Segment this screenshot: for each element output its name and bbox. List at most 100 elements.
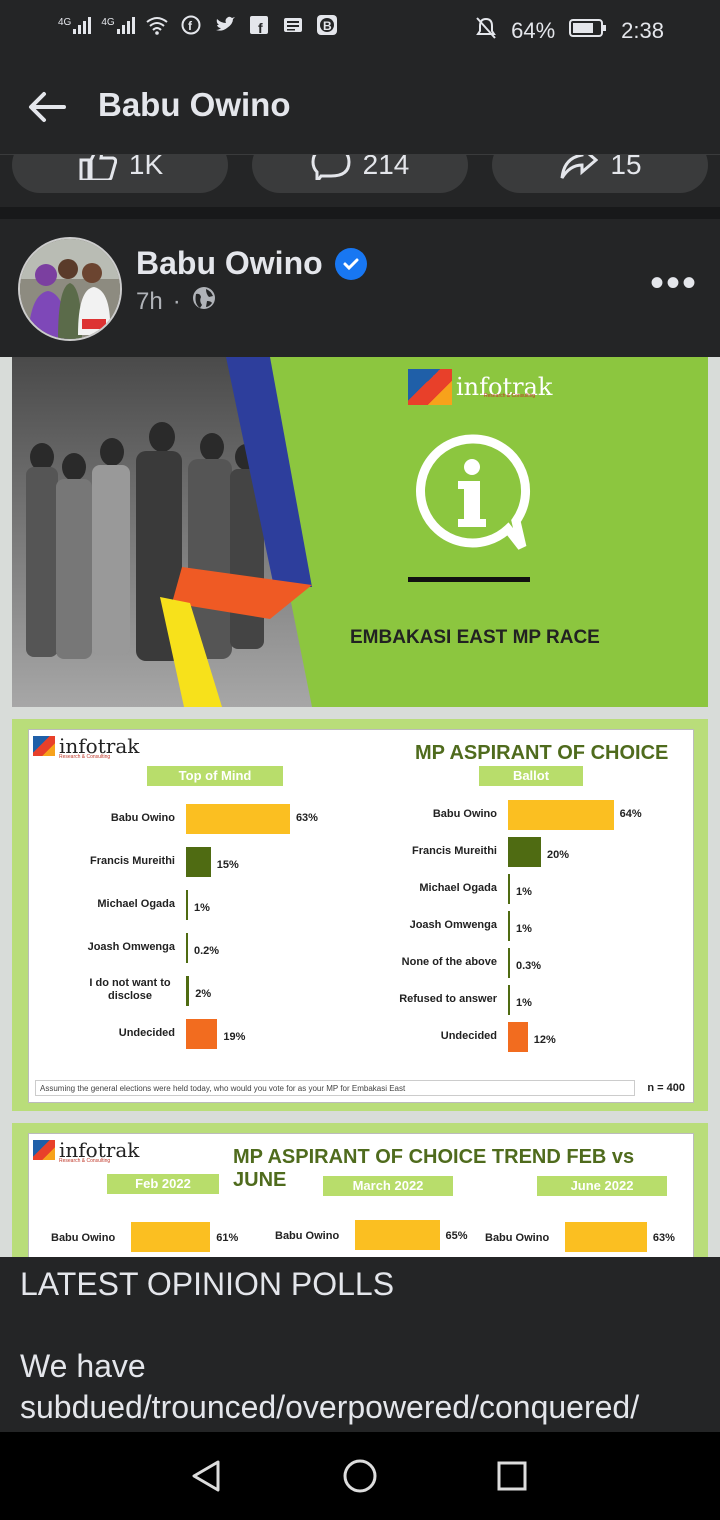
bar [186,847,211,877]
network-type-label: 4G [58,16,72,28]
more-options-icon[interactable]: ••• [649,261,698,305]
back-arrow-icon[interactable] [24,84,70,130]
cover-graphic [12,357,312,707]
bar-label: I do not want to disclose [89,977,171,1002]
trend-row-label: Babu Owino [485,1232,550,1244]
infotrak-logo: infotrak [408,369,552,405]
svg-text:f: f [258,20,263,35]
battery-percent: 64% [511,18,556,43]
comment-button[interactable]: 214 [252,155,468,193]
bar-value: 2% [195,988,212,1000]
logo-subtext: Research & Consulting [59,1158,111,1164]
poll-card: infotrak Research & Consulting MP ASPIRA… [28,729,694,1103]
bar [186,804,290,834]
bar [186,976,190,1006]
infotrak-logo: infotrak [33,1138,139,1162]
feed-divider [0,207,720,219]
battery-icon [569,18,607,44]
trend-bar-value: 63% [652,1232,675,1244]
infotrak-logo-mark [33,1140,55,1160]
bar-value: 0.3% [516,960,542,972]
bar-value: 12% [533,1034,556,1046]
bar-value: 64% [619,808,642,820]
share-button[interactable]: 15 [492,155,708,193]
trend-header-feb: Feb 2022 [107,1174,219,1194]
caption-line-1: LATEST OPINION POLLS [20,1266,395,1302]
logo-subtext: Research & Consulting [484,393,536,399]
bar-value: 15% [216,859,239,871]
nav-home-icon[interactable] [342,1458,378,1499]
facebook-icon: f [179,14,203,36]
reaction-bar: 1K 214 15 [0,155,720,215]
trend-bar [131,1222,211,1252]
b-app-icon: B [315,14,339,36]
page-title: Babu Owino [98,86,291,123]
svg-text:B: B [323,19,332,33]
bar-label: Babu Owino [432,808,497,820]
bar [508,800,614,830]
status-bar: 4G 4G f f B 64% 2:38 [0,0,720,62]
info-icon [412,433,532,558]
svg-text:f: f [188,19,193,33]
top-of-mind-header: Top of Mind [147,766,283,786]
bar-value: 1% [194,902,210,914]
infotrak-logo-mark [33,736,55,756]
slide-cover: infotrak Research & Consulting EMBAKASI … [12,357,708,707]
bar-label: Joash Omwenga [87,941,175,953]
like-button[interactable]: 1K [12,155,228,193]
meta-separator: · [172,287,181,315]
bar-value: 1% [516,923,532,935]
facebook-square-icon: f [247,14,271,36]
bar [508,1022,528,1052]
author-name[interactable]: Babu Owino [136,245,323,281]
author-avatar[interactable] [18,237,122,341]
bar-label: Joash Omwenga [409,919,497,931]
share-icon [558,155,599,187]
bar [508,985,510,1015]
chart-title: MP ASPIRANT OF CHOICE [415,742,669,764]
nav-recents-icon[interactable] [496,1460,528,1497]
infotrak-logo: infotrak [33,734,139,758]
nav-back-icon[interactable] [188,1458,224,1499]
bar-label: Refused to answer [399,993,497,1005]
ballot-header: Ballot [479,766,583,786]
trend-row-label: Babu Owino [275,1230,340,1242]
trend-row-label: Babu Owino [51,1232,116,1244]
logo-text: infotrak [456,373,553,401]
trend-title: MP ASPIRANT OF CHOICE TREND FEB vs JUNE [233,1146,635,1191]
title-divider [408,577,530,582]
bar [508,874,510,904]
post-author[interactable]: Babu Owino [136,245,367,282]
verified-badge-icon [334,247,367,280]
bar-label: Babu Owino [110,812,175,824]
status-right: 64% 2:38 [475,16,664,46]
bar-value: 20% [547,849,570,861]
network-type-label-2: 4G [101,16,115,28]
comment-count: 214 [362,155,410,180]
share-count: 15 [610,155,642,180]
post-image[interactable]: infotrak Research & Consulting EMBAKASI … [0,357,720,1257]
sample-size: n = 400 [647,1082,685,1094]
post-caption[interactable]: LATEST OPINION POLLS We have subdued/tro… [0,1257,720,1432]
bar-value: 1% [516,886,532,898]
bar [508,911,510,941]
app-bar: Babu Owino [0,62,720,155]
status-left: 4G 4G f f B [58,14,339,36]
bar-value: 63% [295,812,318,824]
bar-label: Michael Ogada [97,898,175,910]
wifi-icon [145,14,169,36]
bar-label: Francis Mureithi [412,845,497,857]
infotrak-logo-mark [408,369,452,405]
bar-label: None of the above [401,956,497,968]
bar [186,1019,218,1049]
slide-heading: EMBAKASI EAST MP RACE [350,627,600,648]
bar-value: 0.2% [194,945,220,957]
bar [508,948,510,978]
post-time[interactable]: 7h [136,287,163,315]
trend-bar-value: 61% [216,1232,239,1244]
signal-icon-2: 4G [101,16,135,34]
system-nav-bar [0,1432,720,1520]
globe-icon [191,285,217,318]
bar [186,933,188,963]
post-meta: 7h · [136,285,217,318]
